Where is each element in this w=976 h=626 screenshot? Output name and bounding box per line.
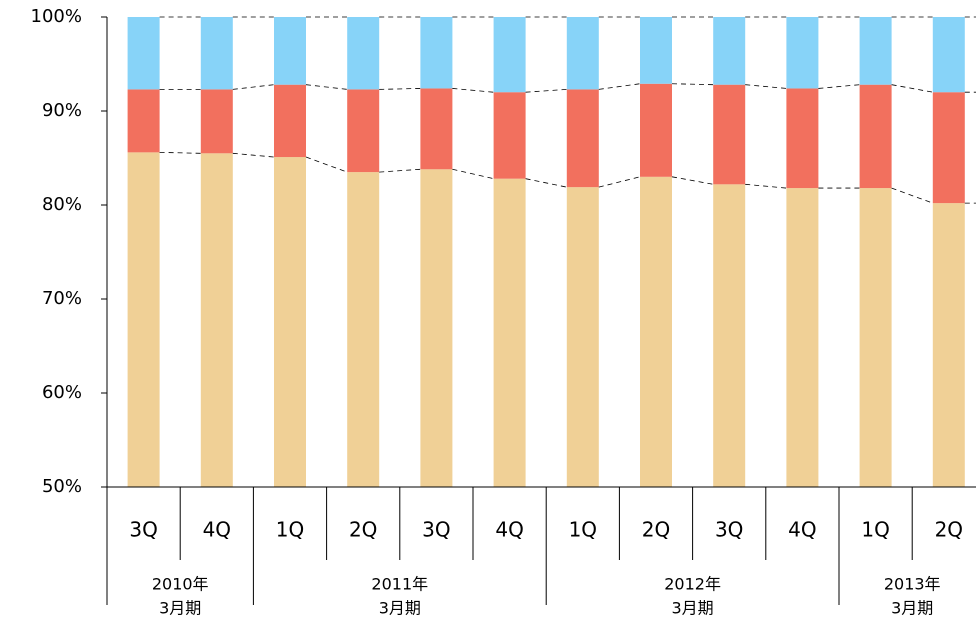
bar-segment [493, 17, 526, 93]
x-tick-label: 2Q [349, 518, 377, 542]
x-tick-label: 3Q [715, 518, 743, 542]
connector [159, 151, 201, 154]
x-tick-label: 3Q [422, 518, 450, 542]
x-tick-label: 3Q [129, 518, 157, 542]
bar-segment [566, 17, 599, 90]
group-label: 2012年 [664, 575, 721, 594]
bar-segment [859, 17, 892, 85]
group-label: 3月期 [159, 599, 201, 618]
group-label: 3月期 [891, 599, 933, 618]
y-tick-label: 100% [31, 6, 82, 27]
bar-segment [566, 187, 599, 487]
x-tick-label: 4Q [203, 518, 231, 542]
connector [818, 84, 860, 89]
bar-segment [786, 188, 819, 487]
x-tick-label: 1Q [569, 518, 597, 542]
y-tick-label: 90% [42, 100, 82, 121]
connector [598, 176, 641, 188]
y-tick-label: 80% [42, 194, 82, 215]
connector [452, 168, 494, 180]
bar-segment [420, 17, 453, 89]
connector [745, 183, 787, 189]
x-tick-label: 1Q [861, 518, 889, 542]
group-label: 2013年 [884, 575, 941, 594]
group-label: 2010年 [152, 575, 209, 594]
connector [379, 88, 421, 90]
connector [232, 152, 275, 158]
bar-segment [420, 169, 453, 487]
connector [671, 83, 714, 86]
connector [379, 168, 421, 173]
connector [305, 84, 348, 90]
x-tick-label: 4Q [495, 518, 523, 542]
bar-segment [713, 17, 746, 85]
bar-segment [420, 88, 453, 170]
bar-segment [127, 152, 160, 488]
bar-segment [493, 178, 526, 487]
bar-segment [127, 17, 160, 90]
bar-segment [200, 17, 233, 90]
bar-segment [713, 184, 746, 487]
connector [598, 83, 641, 90]
connector [745, 84, 787, 89]
group-label: 2011年 [371, 575, 428, 594]
bar-segment [713, 84, 746, 185]
x-tick-label: 1Q [276, 518, 304, 542]
y-tick-label: 70% [42, 288, 82, 309]
bar-segment [274, 157, 306, 487]
connector [671, 176, 714, 185]
connector [305, 156, 348, 173]
x-tick-label: 4Q [788, 518, 816, 542]
y-tick-label: 50% [42, 476, 82, 497]
connector [525, 178, 567, 188]
bar-segment [932, 203, 965, 487]
bar-segment [932, 17, 965, 93]
bar-segment [640, 176, 672, 488]
group-label: 3月期 [672, 599, 714, 618]
bar-segment [640, 17, 672, 84]
bar-segment [932, 92, 965, 204]
bar-segment [274, 17, 306, 85]
bar-segment [200, 153, 233, 488]
bar-segment [566, 89, 599, 188]
bar-segment [347, 89, 380, 173]
bar-segment [859, 84, 892, 189]
bar-segment [274, 84, 306, 158]
bar-segment [640, 83, 672, 177]
connector [891, 187, 933, 204]
connector [452, 88, 494, 93]
x-tick-label: 2Q [935, 518, 963, 542]
bar-segment [127, 89, 160, 153]
group-label: 3月期 [379, 599, 421, 618]
bar-segment [200, 89, 233, 154]
bar-segment [347, 17, 380, 90]
connector [891, 84, 933, 93]
connector [525, 88, 567, 93]
bar-segment [859, 188, 892, 487]
x-tick-label: 2Q [642, 518, 670, 542]
y-tick-label: 60% [42, 382, 82, 403]
connector [232, 84, 275, 90]
bar-segment [347, 172, 380, 487]
bar-segment [786, 17, 819, 89]
bar-segment [493, 92, 526, 179]
bar-segment [786, 88, 819, 189]
